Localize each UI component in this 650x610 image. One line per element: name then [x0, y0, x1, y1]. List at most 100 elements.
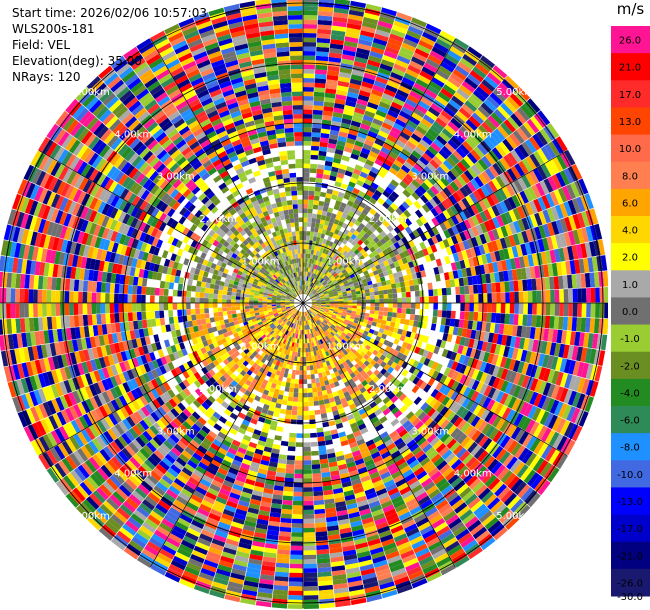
velocity-gate: [402, 189, 411, 198]
velocity-gate: [483, 232, 492, 243]
velocity-gate: [467, 46, 483, 59]
velocity-gate: [345, 27, 361, 35]
velocity-gate: [345, 316, 351, 321]
velocity-gate: [372, 270, 379, 276]
velocity-gate: [342, 256, 348, 262]
velocity-gate: [443, 106, 456, 118]
velocity-gate: [304, 280, 307, 286]
velocity-gate: [477, 59, 493, 72]
velocity-gate: [504, 224, 513, 236]
velocity-gate: [379, 230, 387, 238]
velocity-gate: [358, 127, 369, 135]
velocity-gate: [364, 312, 370, 317]
velocity-gate: [553, 248, 561, 263]
velocity-gate: [308, 249, 312, 255]
velocity-gate: [529, 327, 536, 340]
velocity-gate: [479, 233, 487, 245]
velocity-gate: [316, 301, 321, 303]
velocity-gate: [336, 210, 344, 217]
velocity-gate: [418, 334, 425, 342]
velocity-gate: [391, 317, 397, 323]
velocity-gate: [393, 159, 404, 169]
velocity-gate: [303, 410, 309, 416]
velocity-gate: [382, 315, 388, 321]
velocity-gate: [495, 239, 503, 251]
velocity-gate: [356, 293, 362, 298]
velocity-gate: [324, 244, 329, 250]
velocity-gate: [507, 324, 514, 336]
velocity-gate: [483, 99, 497, 112]
velocity-gate: [396, 155, 406, 165]
velocity-gate: [595, 303, 600, 318]
velocity-gate: [463, 169, 474, 181]
velocity-gate: [399, 131, 411, 141]
velocity-gate: [474, 62, 490, 76]
velocity-gate: [354, 284, 360, 289]
velocity-gate: [523, 303, 528, 315]
velocity-gate: [294, 464, 303, 470]
velocity-gate: [410, 166, 421, 176]
velocity-gate: [462, 53, 478, 66]
velocity-gate: [357, 269, 364, 275]
velocity-gate: [433, 42, 449, 54]
velocity-gate: [549, 342, 557, 356]
velocity-gate: [303, 231, 307, 236]
velocity-gate: [465, 119, 478, 131]
velocity-gate: [459, 186, 469, 198]
velocity-gate: [303, 60, 316, 65]
velocity-gate: [555, 371, 564, 386]
velocity-gate: [439, 163, 450, 174]
velocity-gate: [332, 190, 339, 196]
velocity-gate: [326, 74, 339, 81]
velocity-gate: [507, 196, 517, 210]
velocity-gate: [372, 283, 378, 288]
velocity-gate: [364, 289, 370, 293]
velocity-gate: [303, 199, 309, 205]
velocity-gate: [552, 329, 559, 343]
velocity-gate: [325, 277, 330, 282]
velocity-gate: [292, 509, 303, 515]
velocity-gate: [318, 0, 335, 4]
velocity-gate: [310, 369, 315, 375]
velocity-gate: [542, 354, 550, 368]
velocity-gate: [550, 289, 555, 303]
velocity-gate: [529, 200, 539, 214]
velocity-gate: [331, 264, 336, 270]
velocity-gate: [303, 586, 319, 591]
velocity-gate: [505, 135, 518, 150]
velocity-gate: [305, 338, 308, 344]
velocity-gate: [459, 84, 473, 97]
velocity-gate: [305, 276, 308, 281]
velocity-gate: [423, 114, 435, 125]
velocity-gate: [374, 295, 380, 300]
velocity-gate: [526, 314, 533, 327]
velocity-gate: [318, 200, 325, 207]
velocity-gate: [483, 209, 492, 221]
velocity-gate: [562, 185, 572, 201]
velocity-gate: [352, 300, 357, 303]
velocity-gate: [410, 308, 416, 315]
velocity-gate: [586, 287, 591, 303]
velocity-gate: [325, 271, 330, 277]
velocity-gate: [315, 223, 320, 229]
velocity-gate: [488, 165, 499, 178]
velocity-gate: [303, 455, 312, 461]
velocity-gate: [368, 170, 377, 179]
velocity-gate: [492, 333, 499, 344]
velocity-gate: [494, 344, 502, 355]
velocity-gate: [376, 240, 383, 248]
velocity-gate: [346, 200, 354, 207]
velocity-gate: [593, 272, 600, 288]
velocity-gate: [303, 289, 306, 295]
velocity-gate: [523, 255, 530, 268]
velocity-gate: [368, 150, 379, 159]
velocity-gate: [337, 246, 343, 252]
velocity-gate: [490, 192, 500, 205]
velocity-gate: [537, 238, 545, 252]
velocity-gate: [589, 318, 596, 333]
velocity-gate: [336, 262, 342, 268]
velocity-gate: [335, 200, 342, 207]
velocity-gate: [318, 271, 323, 277]
velocity-gate: [506, 152, 518, 166]
velocity-gate: [311, 132, 321, 138]
